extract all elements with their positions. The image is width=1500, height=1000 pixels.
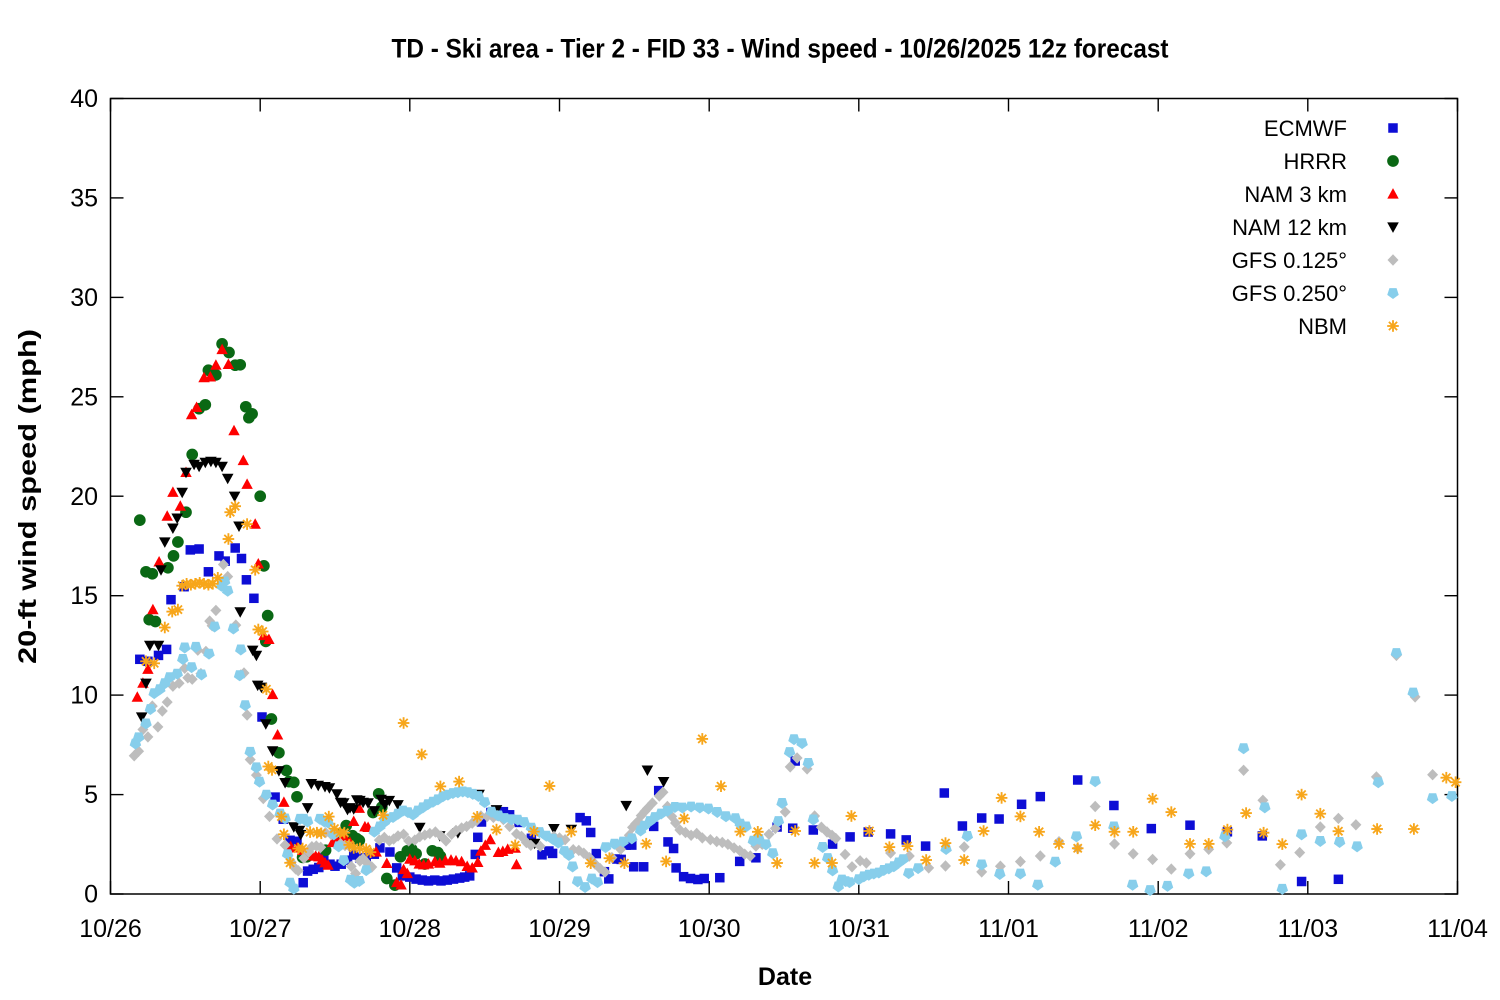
svg-text:GFS 0.250°: GFS 0.250° (1232, 281, 1347, 306)
svg-text:Date: Date (758, 963, 812, 991)
svg-text:10/27: 10/27 (229, 915, 292, 943)
svg-text:10/29: 10/29 (528, 915, 591, 943)
svg-text:10: 10 (70, 682, 98, 710)
svg-text:20-ft wind speed (mph): 20-ft wind speed (mph) (14, 329, 42, 664)
svg-text:GFS 0.125°: GFS 0.125° (1232, 248, 1347, 273)
svg-text:5: 5 (84, 781, 98, 809)
svg-text:11/03: 11/03 (1277, 915, 1338, 943)
svg-text:0: 0 (84, 881, 98, 909)
svg-text:10/26: 10/26 (79, 915, 142, 943)
svg-text:ECMWF: ECMWF (1264, 116, 1347, 141)
svg-text:TD - Ski area - Tier 2 - FID 3: TD - Ski area - Tier 2 - FID 33 - Wind s… (392, 34, 1169, 64)
svg-text:11/04: 11/04 (1427, 915, 1488, 943)
svg-text:10/30: 10/30 (678, 915, 741, 943)
svg-text:10/28: 10/28 (379, 915, 442, 943)
svg-text:20: 20 (70, 483, 98, 511)
svg-text:11/01: 11/01 (978, 915, 1039, 943)
svg-text:35: 35 (70, 184, 98, 212)
svg-text:30: 30 (70, 284, 98, 312)
svg-text:NAM 12 km: NAM 12 km (1232, 215, 1347, 240)
svg-text:15: 15 (70, 582, 98, 610)
svg-text:HRRR: HRRR (1283, 149, 1347, 174)
svg-text:NAM 3 km: NAM 3 km (1244, 182, 1347, 207)
svg-text:10/31: 10/31 (828, 915, 891, 943)
svg-text:11/02: 11/02 (1128, 915, 1189, 943)
svg-text:NBM: NBM (1298, 314, 1347, 339)
svg-text:40: 40 (70, 85, 98, 113)
svg-text:25: 25 (70, 383, 98, 411)
